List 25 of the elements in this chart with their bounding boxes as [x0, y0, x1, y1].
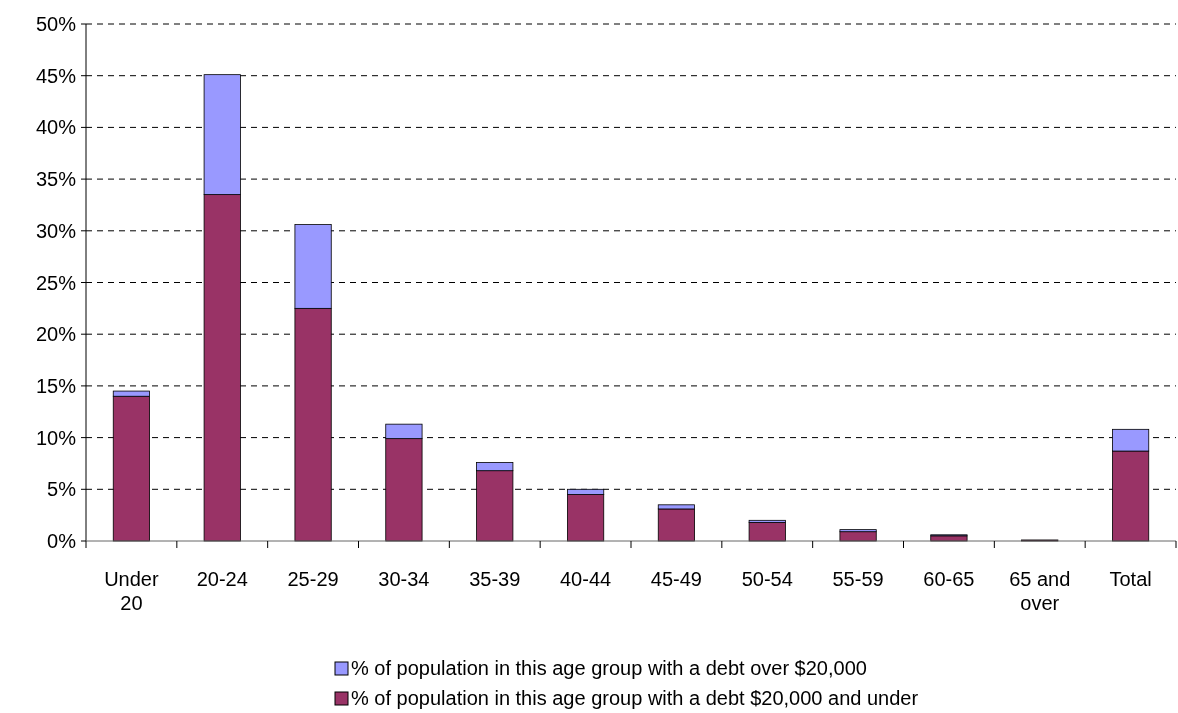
x-tick-label: 25-29	[287, 568, 339, 590]
x-tick-label: 35-39	[469, 568, 521, 590]
x-tick-label: 65 and over	[1009, 568, 1071, 614]
y-tick-label: 40%	[35, 116, 77, 139]
x-tick-label: 55-59	[832, 568, 884, 590]
x-tick-label: 30-34	[378, 568, 430, 590]
x-tick-label: Under 20	[104, 568, 159, 614]
x-tick-label: 50-54	[741, 568, 793, 590]
y-tick-label: 10%	[35, 426, 77, 449]
y-tick-label: 15%	[35, 374, 77, 397]
y-tick-label: 25%	[35, 271, 77, 294]
x-tick-label: Total	[1109, 568, 1152, 590]
x-tick-label: 20-24	[196, 568, 248, 590]
x-tick-label: 60-65	[923, 568, 975, 590]
y-tick-label: 35%	[35, 168, 77, 191]
legend-label: % of population in this age group with a debt $20,000 and under	[351, 687, 919, 709]
y-tick-label: 0%	[47, 530, 77, 552]
legend-label: % of population in this age group with a debt over $20,000	[351, 657, 867, 679]
x-tick-label: 40-44	[560, 568, 612, 590]
y-tick-label: 50%	[35, 13, 77, 35]
y-tick-label: 20%	[35, 323, 77, 346]
y-tick-label: 5%	[47, 478, 77, 501]
y-tick-label: 30%	[35, 219, 77, 242]
x-tick-label: 45-49	[650, 568, 702, 590]
y-tick-label: 45%	[35, 64, 77, 87]
